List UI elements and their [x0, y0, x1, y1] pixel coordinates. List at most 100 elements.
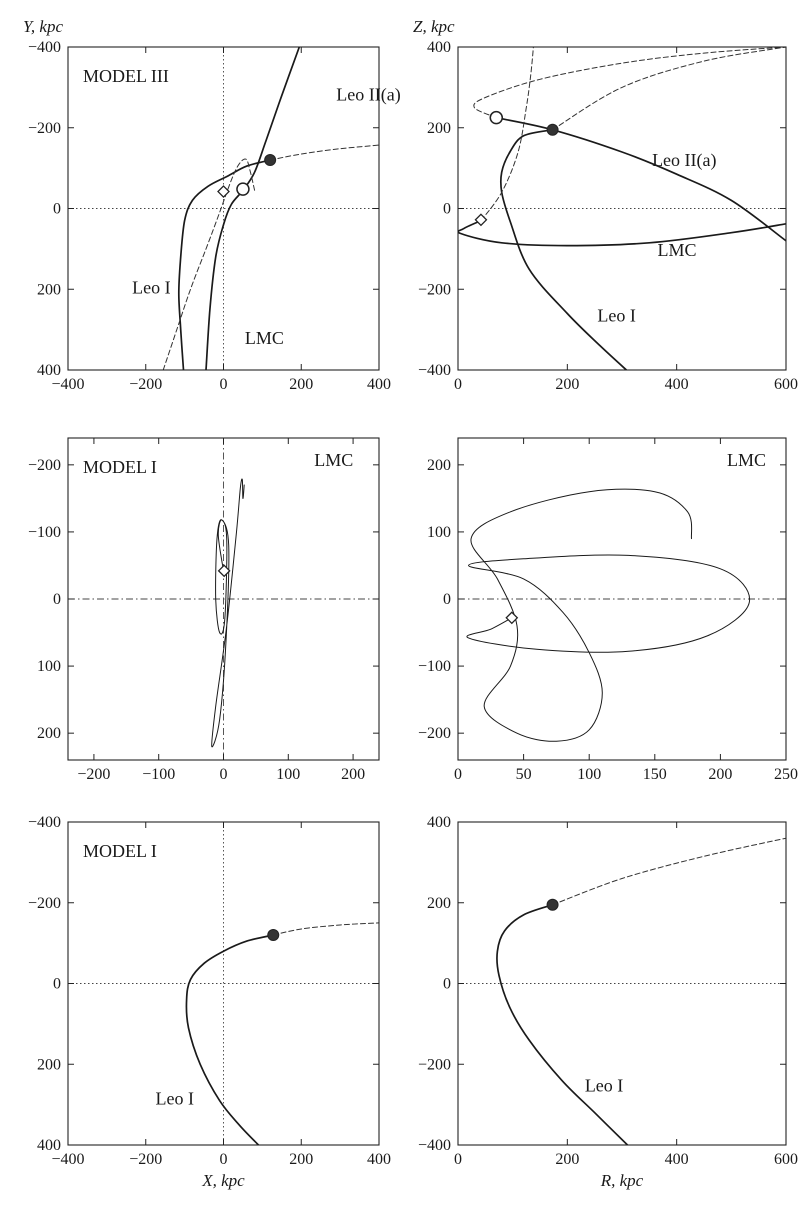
- y-tick-label: 200: [37, 281, 61, 298]
- filled-circle-marker: [264, 154, 277, 167]
- series-annotation: Leo I: [597, 306, 635, 326]
- y-tick-label: −200: [28, 120, 61, 137]
- series-annotation: Leo II(a): [336, 84, 400, 105]
- y-axis-label: Y, kpc: [23, 17, 63, 36]
- chart-panel-2: 0 200 400 600 −400 −200 0 200 400 Leo II(a) LMC Leo…: [413, 17, 798, 393]
- chart-panel-4: 0 50 100 150 200 250 −200 −100 0 100 200 LMC: [418, 437, 798, 783]
- x-tick-label: −400: [51, 1151, 84, 1168]
- leo-ii-a-orbit-line: [495, 116, 786, 242]
- x-tick-label: 0: [220, 766, 228, 783]
- y-tick-label: 200: [427, 895, 451, 912]
- x-tick-label: 400: [665, 376, 689, 393]
- leo-i-orbit-line: [496, 903, 629, 1145]
- x-tick-label: 400: [665, 1151, 689, 1168]
- model-label: MODEL I: [83, 457, 157, 477]
- series-annotation: LMC: [245, 328, 284, 348]
- x-tick-label: 0: [454, 1151, 462, 1168]
- open-diamond-marker: [217, 564, 231, 578]
- y-tick-label: 100: [427, 524, 451, 541]
- y-tick-label: 200: [37, 725, 61, 742]
- lmc-orbit-line: [458, 219, 786, 247]
- leo-ii-a-orbit-line: [205, 47, 301, 370]
- open-circle-marker: [489, 110, 504, 125]
- x-tick-label: 400: [367, 1151, 391, 1168]
- y-tick-label: 200: [427, 457, 451, 474]
- y-tick-label: −400: [418, 362, 451, 379]
- y-tick-label: 400: [427, 814, 451, 831]
- y-tick-label: 400: [37, 1137, 61, 1154]
- y-tick-label: 0: [53, 591, 61, 608]
- leo-i-orbit-line: [499, 128, 628, 370]
- y-tick-label: −400: [28, 39, 61, 56]
- series-annotation: LMC: [727, 450, 766, 470]
- lmc-orbit-line: [466, 488, 751, 742]
- y-tick-label: 200: [37, 1056, 61, 1073]
- series-group: [466, 488, 751, 742]
- x-tick-label: 200: [341, 766, 365, 783]
- x-tick-label: 100: [276, 766, 300, 783]
- series-group: [185, 922, 379, 1145]
- x-tick-label: 0: [454, 376, 462, 393]
- y-tick-label: −100: [418, 658, 451, 675]
- y-axis-label: Z, kpc: [413, 17, 455, 36]
- x-tick-label: 400: [367, 376, 391, 393]
- extension-orbit-line: [552, 837, 786, 906]
- series-group: [496, 837, 786, 1145]
- open-circle-marker: [236, 182, 250, 196]
- extension-orbit-line: [272, 922, 379, 936]
- y-tick-label: −400: [28, 814, 61, 831]
- chart-panel-6: 0 200 400 600 −400 −200 0 200 400 Leo I R, kpc: [418, 814, 798, 1190]
- series-group: [458, 47, 786, 370]
- y-tick-label: −400: [418, 1137, 451, 1154]
- x-tick-label: 600: [774, 1151, 798, 1168]
- filled-circle-marker: [546, 123, 559, 136]
- x-axis-label: X, kpc: [201, 1171, 245, 1190]
- leo-i-orbit-line: [185, 934, 275, 1145]
- y-tick-label: 400: [427, 39, 451, 56]
- series-annotation: Leo I: [132, 277, 170, 297]
- x-tick-label: 600: [774, 376, 798, 393]
- series-annotation: Leo II(a): [652, 150, 716, 171]
- x-tick-label: −100: [142, 766, 175, 783]
- x-tick-label: 250: [774, 766, 798, 783]
- series-annotation: LMC: [314, 450, 353, 470]
- x-tick-label: 200: [555, 376, 579, 393]
- y-tick-label: 0: [443, 591, 451, 608]
- model-label: MODEL I: [83, 841, 157, 861]
- x-axis-label: R, kpc: [600, 1171, 644, 1190]
- model-label: MODEL III: [83, 66, 169, 86]
- y-tick-label: 0: [443, 201, 451, 218]
- series-group: [211, 478, 245, 748]
- y-tick-label: −200: [28, 457, 61, 474]
- y-tick-label: 400: [37, 362, 61, 379]
- y-tick-label: −100: [28, 524, 61, 541]
- y-tick-label: 0: [53, 201, 61, 218]
- series-annotation: Leo I: [585, 1076, 623, 1096]
- x-tick-label: −200: [129, 1151, 162, 1168]
- y-tick-label: 200: [427, 120, 451, 137]
- x-tick-label: 200: [708, 766, 732, 783]
- extension-orbit-line: [480, 47, 534, 222]
- y-tick-label: −200: [418, 725, 451, 742]
- open-diamond-marker: [474, 213, 488, 227]
- y-tick-label: −200: [418, 281, 451, 298]
- extension-orbit-line: [473, 47, 786, 119]
- x-tick-label: 50: [516, 766, 532, 783]
- x-tick-label: −200: [129, 376, 162, 393]
- lmc-orbit-line: [211, 478, 245, 748]
- open-diamond-marker: [505, 611, 519, 625]
- open-diamond-marker: [217, 185, 230, 198]
- y-tick-label: 100: [37, 658, 61, 675]
- y-tick-label: 0: [443, 976, 451, 993]
- extension-orbit-line: [269, 144, 379, 161]
- x-tick-label: 0: [220, 1151, 228, 1168]
- x-tick-label: 0: [454, 766, 462, 783]
- x-tick-label: 100: [577, 766, 601, 783]
- filled-circle-marker: [546, 898, 559, 911]
- x-tick-label: 200: [555, 1151, 579, 1168]
- x-tick-label: −200: [77, 766, 110, 783]
- extension-orbit-line: [552, 47, 786, 131]
- y-tick-label: −200: [418, 1056, 451, 1073]
